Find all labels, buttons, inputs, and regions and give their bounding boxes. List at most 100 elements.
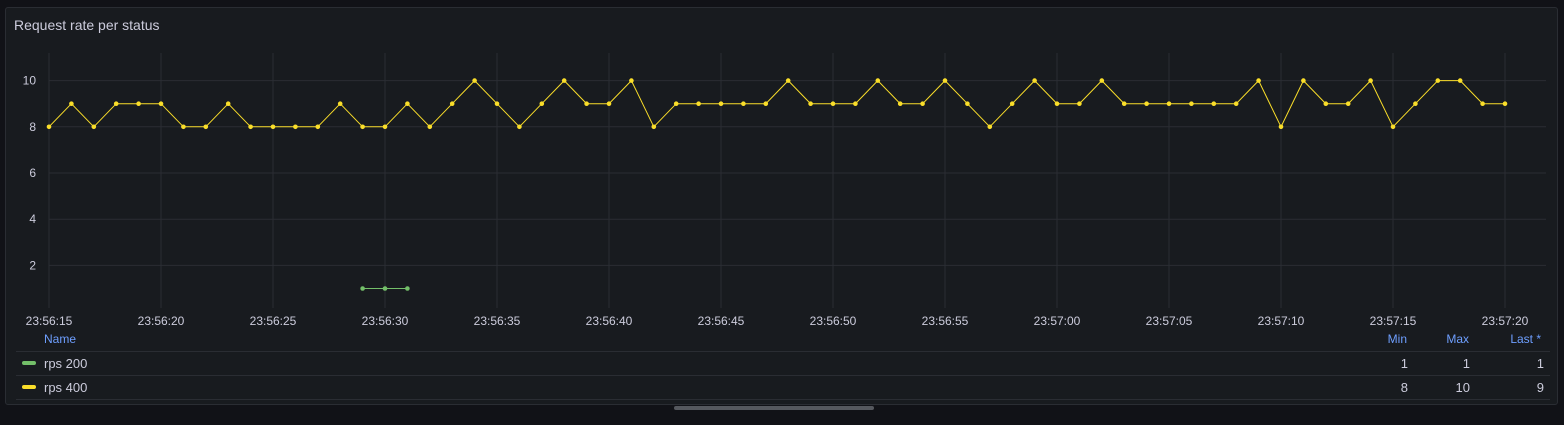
legend-min-value: 8: [1400, 380, 1408, 395]
chart-plot: 2 4 6 8 10 23:56:15 23:56:20 23:56:25 23:56:30 23…: [23, 53, 1546, 328]
legend-last-value: 9: [1536, 380, 1544, 395]
legend-header-name[interactable]: Name: [44, 332, 77, 346]
y-tick-label: 8: [29, 120, 36, 134]
data-point-rps-400: [1233, 101, 1239, 106]
data-point-rps-400: [158, 101, 164, 106]
y-tick-label: 4: [29, 212, 36, 226]
data-point-rps-400: [405, 101, 410, 106]
x-tick-label: 23:56:25: [250, 314, 297, 328]
data-point-rps-200: [382, 286, 388, 291]
data-point-rps-400: [337, 101, 343, 106]
x-tick-label: 23:56:20: [138, 314, 185, 328]
legend-row-rps-200[interactable]: rps 200 1 1 1: [16, 351, 1550, 375]
data-point-rps-400: [1189, 101, 1194, 106]
x-tick-label: 23:57:15: [1370, 314, 1417, 328]
panel-title[interactable]: Request rate per status: [14, 17, 160, 33]
data-point-rps-400: [248, 124, 253, 130]
data-point-rps-400: [763, 101, 769, 106]
legend-max-value: 10: [1455, 380, 1470, 395]
data-point-rps-400: [875, 78, 881, 83]
data-point-rps-400: [897, 101, 903, 106]
data-point-rps-400: [494, 101, 500, 106]
data-point-rps-400: [741, 101, 746, 106]
x-tick-label: 23:56:40: [586, 314, 633, 328]
data-point-rps-400: [360, 124, 365, 130]
data-point-rps-400: [293, 124, 298, 130]
legend-max-value: 1: [1462, 356, 1470, 371]
legend-last-value: 1: [1536, 356, 1544, 371]
timeseries-panel: Request rate per status 2 4 6 8 10 23:56:15 23…: [5, 7, 1558, 405]
data-point-rps-400: [113, 101, 119, 106]
legend-header-last[interactable]: Last *: [1510, 332, 1541, 346]
data-point-rps-400: [181, 124, 186, 130]
data-point-rps-400: [427, 124, 433, 130]
x-tick-label: 23:56:15: [26, 314, 73, 328]
data-point-rps-400: [1502, 101, 1508, 106]
data-point-rps-400: [1390, 124, 1396, 130]
series-line-rps-400: [48, 79, 1505, 128]
data-point-rps-400: [1121, 101, 1127, 106]
data-point-rps-400: [1054, 101, 1060, 106]
data-point-rps-400: [1457, 78, 1463, 83]
x-tick-label: 23:56:45: [698, 314, 745, 328]
data-point-rps-200: [405, 286, 410, 291]
data-point-rps-400: [69, 101, 74, 106]
data-point-rps-400: [808, 101, 813, 106]
data-point-rps-400: [1413, 101, 1418, 106]
legend-series-name[interactable]: rps 400: [44, 380, 88, 395]
data-point-rps-400: [987, 124, 993, 130]
data-point-rps-400: [920, 101, 925, 106]
legend-swatch[interactable]: [22, 361, 36, 365]
data-point-rps-400: [1144, 101, 1149, 106]
data-point-rps-400: [315, 124, 321, 130]
data-point-rps-400: [1211, 101, 1217, 106]
data-point-rps-400: [942, 78, 948, 83]
data-point-rps-400: [1323, 101, 1329, 106]
legend-header-max[interactable]: Max: [1446, 332, 1469, 346]
data-point-rps-400: [91, 124, 97, 130]
legend-header-min[interactable]: Min: [1387, 332, 1407, 346]
horizontal-scrollbar[interactable]: [674, 406, 874, 410]
data-point-rps-400: [696, 101, 701, 106]
data-point-rps-400: [1166, 101, 1172, 106]
data-point-rps-400: [718, 101, 724, 106]
legend-swatch[interactable]: [22, 385, 36, 389]
data-point-rps-400: [651, 124, 657, 130]
x-tick-label: 23:56:50: [810, 314, 857, 328]
data-point-rps-400: [1301, 78, 1306, 83]
legend-header: Name Min Max Last *: [6, 332, 1557, 350]
data-point-rps-400: [1009, 101, 1015, 106]
data-point-rps-400: [584, 101, 589, 106]
data-point-rps-400: [1345, 101, 1351, 106]
data-point-rps-400: [270, 124, 276, 130]
y-tick-label: 6: [29, 166, 36, 180]
data-point-rps-400: [830, 101, 836, 106]
x-tick-label: 23:57:20: [1482, 314, 1529, 328]
data-point-rps-400: [517, 124, 522, 130]
data-point-rps-200: [360, 286, 365, 291]
data-point-rps-400: [1480, 101, 1485, 106]
data-point-rps-400: [1077, 101, 1082, 106]
data-point-rps-400: [382, 124, 388, 130]
legend-row-rps-400[interactable]: rps 400 8 10 9: [16, 375, 1550, 400]
data-point-rps-400: [1032, 78, 1037, 83]
data-point-rps-400: [629, 78, 634, 83]
data-point-rps-400: [539, 101, 545, 106]
data-point-rps-400: [965, 101, 970, 106]
data-point-rps-400: [1435, 78, 1441, 83]
x-tick-label: 23:56:55: [922, 314, 969, 328]
data-point-rps-400: [46, 124, 52, 130]
data-point-rps-400: [449, 101, 455, 106]
legend-min-value: 1: [1400, 356, 1408, 371]
data-point-rps-400: [136, 101, 141, 106]
x-tick-label: 23:56:35: [474, 314, 521, 328]
data-point-rps-400: [1099, 78, 1105, 83]
data-point-rps-400: [225, 101, 231, 106]
data-point-rps-400: [1278, 124, 1284, 130]
data-point-rps-400: [606, 101, 612, 106]
y-tick-label: 2: [29, 258, 36, 272]
x-tick-label: 23:57:00: [1034, 314, 1081, 328]
legend-series-name[interactable]: rps 200: [44, 356, 88, 371]
data-point-rps-400: [472, 78, 477, 83]
x-tick-label: 23:57:05: [1146, 314, 1193, 328]
